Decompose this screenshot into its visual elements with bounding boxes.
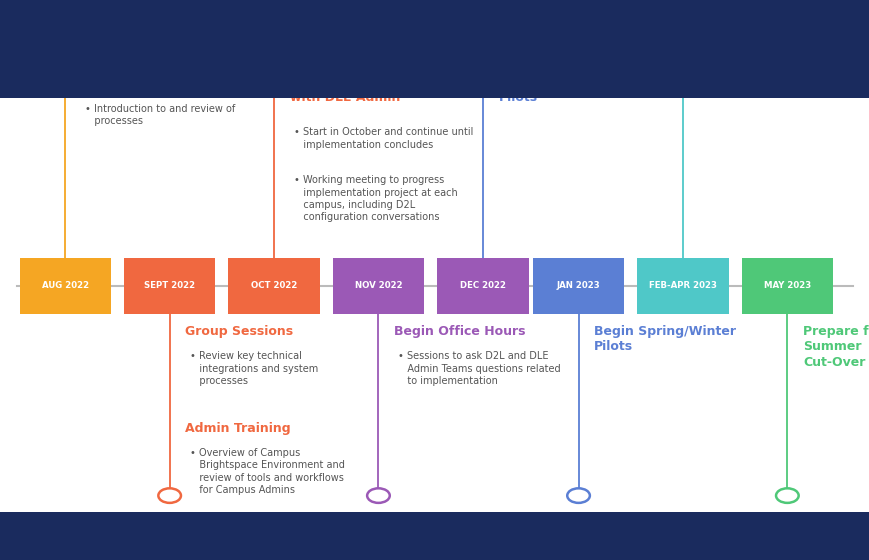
FancyBboxPatch shape	[533, 258, 624, 314]
Text: Prepare for
Summer
Cut-Over: Prepare for Summer Cut-Over	[802, 325, 869, 369]
FancyBboxPatch shape	[19, 258, 111, 314]
Text: Begin Weekly Meetings
with DLE Admin: Begin Weekly Meetings with DLE Admin	[289, 76, 453, 104]
FancyBboxPatch shape	[228, 258, 320, 314]
Text: Group Sessions: Group Sessions	[185, 325, 293, 338]
Text: • Introduction to and review of
   processes: • Introduction to and review of processe…	[85, 104, 235, 126]
Text: FEB-APR 2023: FEB-APR 2023	[648, 281, 716, 290]
FancyBboxPatch shape	[124, 258, 216, 314]
Text: Begin Office Hours: Begin Office Hours	[394, 325, 525, 338]
Text: JAN 2023: JAN 2023	[556, 281, 600, 290]
Text: AUG 2022: AUG 2022	[42, 281, 89, 290]
FancyBboxPatch shape	[0, 512, 869, 560]
FancyBboxPatch shape	[741, 258, 833, 314]
Text: • Overview of Campus
   Brightspace Environment and
   review of tools and workf: • Overview of Campus Brightspace Environ…	[189, 448, 344, 495]
Text: NOV 2022: NOV 2022	[355, 281, 401, 290]
Text: • Working meeting to progress
   implementation project at each
   campus, inclu: • Working meeting to progress implementa…	[294, 175, 457, 222]
FancyBboxPatch shape	[637, 258, 728, 314]
Text: Admin Training: Admin Training	[185, 422, 290, 435]
Text: SEPT 2022: SEPT 2022	[144, 281, 195, 290]
Text: SUNY Cohort #3 Brightspace Implementation Timeline: SUNY Cohort #3 Brightspace Implementatio…	[50, 37, 819, 61]
Text: Continue to Prep for
Pilots: Continue to Prep for Pilots	[498, 76, 640, 104]
Text: • Review key technical
   integrations and system
   processes: • Review key technical integrations and …	[189, 351, 317, 386]
Text: • Start in October and continue until
   implementation concludes: • Start in October and continue until im…	[294, 127, 473, 150]
Text: MAY 2023: MAY 2023	[763, 281, 810, 290]
Text: Kick-Off: Kick-Off	[81, 76, 137, 88]
FancyBboxPatch shape	[437, 258, 528, 314]
Text: Begin Spring/Winter
Pilots: Begin Spring/Winter Pilots	[594, 325, 735, 353]
Text: Pilots In-Progress: Pilots In-Progress	[698, 76, 822, 88]
Text: DEC 2022: DEC 2022	[460, 281, 505, 290]
Text: • Sessions to ask D2L and DLE
   Admin Teams questions related
   to implementat: • Sessions to ask D2L and DLE Admin Team…	[398, 351, 561, 386]
FancyBboxPatch shape	[0, 0, 869, 98]
Text: OCT 2022: OCT 2022	[250, 281, 297, 290]
FancyBboxPatch shape	[333, 258, 424, 314]
